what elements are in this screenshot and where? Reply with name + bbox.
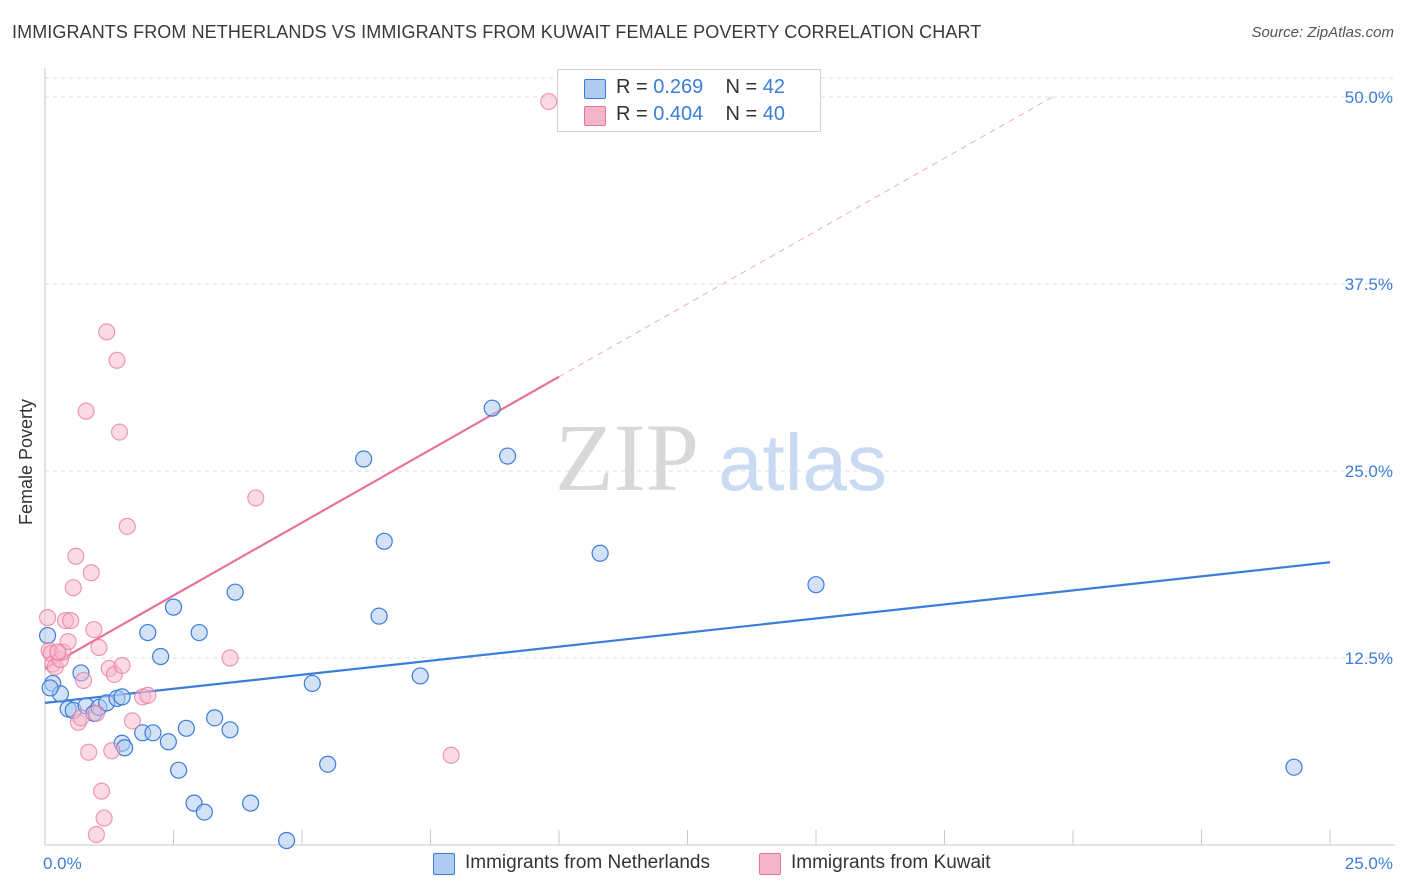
kuwait-point-23 <box>95 809 113 827</box>
correlation-legend: R = 0.269 N = 42 R = 0.404 N = 40 <box>557 69 821 132</box>
legend-n-value-2: 40 <box>762 103 786 125</box>
chart-title: IMMIGRANTS FROM NETHERLANDS VS IMMIGRANT… <box>12 22 982 42</box>
kuwait-point-17 <box>82 564 100 582</box>
x-tick-label-max: 25.0% <box>1345 854 1393 873</box>
kuwait-point-14 <box>74 671 93 690</box>
legend-n-value-1: 42 <box>762 76 786 98</box>
netherlands-point-41 <box>41 679 59 697</box>
kuwait-point-26 <box>103 742 121 760</box>
netherlands-points <box>38 399 1303 850</box>
kuwait-point-22 <box>92 782 111 800</box>
legend-r-label-1: R = <box>616 76 654 98</box>
kuwait-point-21 <box>90 638 108 657</box>
netherlands-point-34 <box>375 532 393 550</box>
kuwait-point-13 <box>72 709 90 727</box>
netherlands-point-20 <box>170 761 188 779</box>
x-tick-label-min: 0.0% <box>43 854 82 873</box>
kuwait-point-28 <box>108 351 126 369</box>
netherlands-point-27 <box>226 583 244 601</box>
netherlands-point-24 <box>195 803 213 821</box>
watermark-zip: ZIP <box>555 404 699 511</box>
trendline-netherlands <box>44 561 1331 704</box>
netherlands-point-23 <box>190 623 208 642</box>
y-tick-label-3: 50.0% <box>1345 88 1393 107</box>
netherlands-point-36 <box>483 399 501 417</box>
y-axis-label: Female Poverty <box>16 398 36 525</box>
source-label: Source: ZipAtlas.com <box>1251 24 1394 41</box>
kuwait-point-37 <box>442 746 460 764</box>
watermark-atlas: atlas <box>718 418 887 507</box>
y-tick-label-2: 37.5% <box>1345 275 1393 294</box>
netherlands-point-30 <box>303 674 321 693</box>
kuwait-point-29 <box>110 423 129 441</box>
axes <box>44 68 1395 846</box>
legend-r-value-1: 0.269 <box>653 76 704 98</box>
kuwait-point-30 <box>113 656 131 675</box>
netherlands-point-26 <box>221 721 239 739</box>
kuwait-point-10 <box>64 579 82 597</box>
kuwait-point-8 <box>59 632 77 651</box>
bottom-legend-label-netherlands: Immigrants from Netherlands <box>465 852 710 873</box>
netherlands-point-16 <box>144 724 162 742</box>
netherlands-point-0 <box>38 626 57 645</box>
trendline-kuwait <box>44 375 560 670</box>
bottom-legend-swatch-blue <box>433 853 455 875</box>
netherlands-point-28 <box>242 794 260 812</box>
legend-r-label-2: R = <box>616 103 654 125</box>
legend-swatch-pink <box>584 106 606 126</box>
kuwait-point-15 <box>77 402 95 420</box>
netherlands-point-11 <box>113 688 131 706</box>
kuwait-point-20 <box>87 825 106 844</box>
trendline-kuwait-extension <box>558 96 1053 378</box>
legend-n-label-1: N = <box>725 76 763 98</box>
netherlands-point-38 <box>591 544 609 562</box>
netherlands-point-31 <box>319 755 337 773</box>
netherlands-point-40 <box>1285 758 1303 776</box>
kuwait-point-24 <box>98 323 116 341</box>
netherlands-point-25 <box>206 709 224 727</box>
netherlands-point-39 <box>807 576 825 594</box>
netherlands-point-21 <box>177 719 195 737</box>
netherlands-point-37 <box>499 447 517 465</box>
kuwait-point-11 <box>67 547 85 565</box>
netherlands-point-33 <box>370 607 388 625</box>
netherlands-point-15 <box>139 623 157 642</box>
netherlands-point-35 <box>411 667 429 685</box>
x-tick-labels: 0.0% 25.0% <box>43 854 1393 873</box>
y-tick-label-0: 12.5% <box>1345 649 1393 668</box>
y-tick-labels: 12.5% 25.0% 37.5% 50.0% <box>1345 88 1393 668</box>
netherlands-point-19 <box>164 598 183 616</box>
trendlines <box>44 96 1331 704</box>
watermark: ZIP atlas <box>555 404 887 511</box>
kuwait-point-16 <box>80 743 98 761</box>
kuwait-point-36 <box>247 489 265 507</box>
kuwait-point-18 <box>85 620 103 639</box>
kuwait-point-32 <box>123 712 141 730</box>
kuwait-point-38 <box>540 92 558 111</box>
kuwait-points <box>38 92 558 844</box>
y-tick-label-1: 25.0% <box>1345 462 1393 481</box>
kuwait-point-19 <box>87 704 106 722</box>
kuwait-point-39 <box>49 643 67 661</box>
legend-n-label-2: N = <box>725 103 763 125</box>
kuwait-point-34 <box>139 686 157 705</box>
legend-swatch-blue <box>584 79 606 99</box>
bottom-legend-label-kuwait: Immigrants from Kuwait <box>791 852 991 873</box>
netherlands-point-32 <box>355 450 373 468</box>
bottom-legend-swatch-pink <box>759 853 781 875</box>
kuwait-point-35 <box>221 649 239 667</box>
netherlands-point-29 <box>277 831 296 850</box>
kuwait-point-31 <box>118 517 136 535</box>
kuwait-point-9 <box>62 611 80 630</box>
legend-r-value-2: 0.404 <box>653 103 704 125</box>
kuwait-point-0 <box>38 609 57 627</box>
netherlands-point-18 <box>159 733 177 751</box>
gridlines <box>45 77 1395 659</box>
netherlands-point-17 <box>152 647 170 666</box>
